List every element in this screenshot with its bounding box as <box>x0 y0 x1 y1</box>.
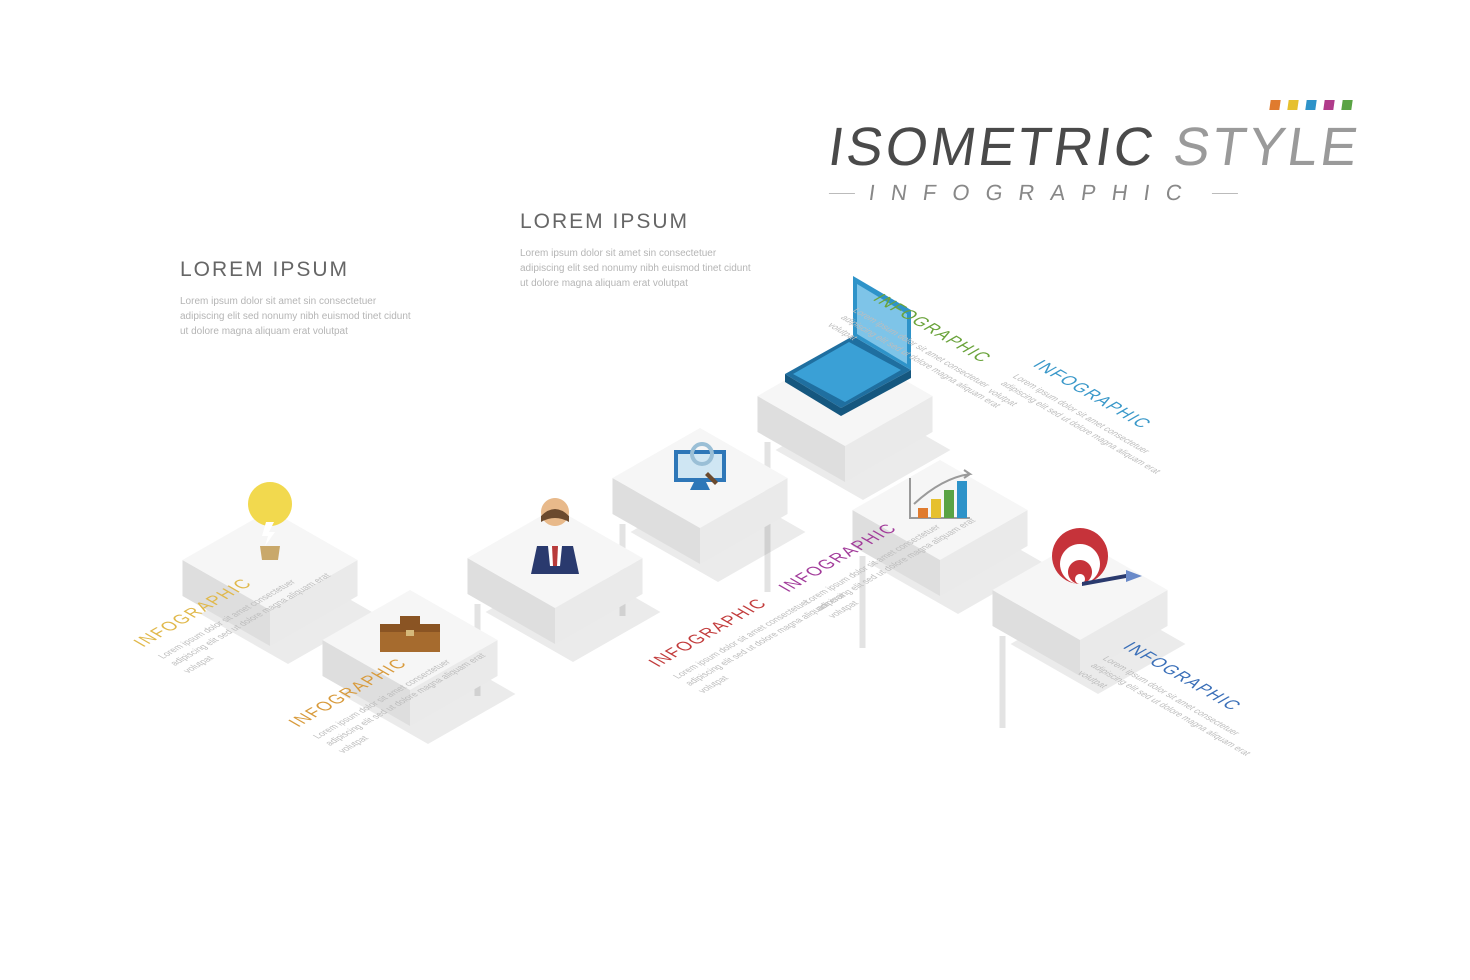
isometric-stage <box>0 0 1470 980</box>
target-icon <box>1052 528 1142 586</box>
